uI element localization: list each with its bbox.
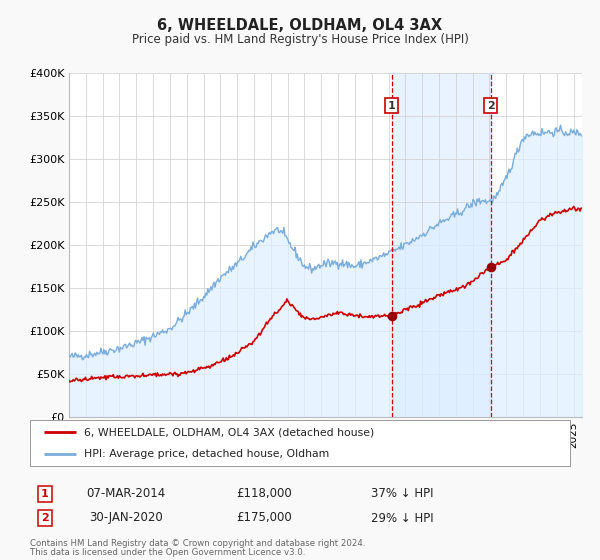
Text: HPI: Average price, detached house, Oldham: HPI: Average price, detached house, Oldh… xyxy=(84,450,329,459)
Text: 2: 2 xyxy=(41,513,49,523)
Text: 29% ↓ HPI: 29% ↓ HPI xyxy=(371,511,433,525)
Text: Price paid vs. HM Land Registry's House Price Index (HPI): Price paid vs. HM Land Registry's House … xyxy=(131,32,469,46)
Text: 2: 2 xyxy=(487,100,495,110)
Text: 6, WHEELDALE, OLDHAM, OL4 3AX: 6, WHEELDALE, OLDHAM, OL4 3AX xyxy=(157,18,443,32)
Text: 1: 1 xyxy=(388,100,395,110)
Text: 07-MAR-2014: 07-MAR-2014 xyxy=(86,487,166,501)
Point xyxy=(387,311,397,320)
Text: 37% ↓ HPI: 37% ↓ HPI xyxy=(371,487,433,501)
Text: 30-JAN-2020: 30-JAN-2020 xyxy=(89,511,163,525)
Text: £175,000: £175,000 xyxy=(236,511,292,525)
Text: 1: 1 xyxy=(41,489,49,499)
Text: 6, WHEELDALE, OLDHAM, OL4 3AX (detached house): 6, WHEELDALE, OLDHAM, OL4 3AX (detached … xyxy=(84,427,374,437)
Text: £118,000: £118,000 xyxy=(236,487,292,501)
Bar xyxy=(392,73,491,417)
Text: Contains HM Land Registry data © Crown copyright and database right 2024.: Contains HM Land Registry data © Crown c… xyxy=(30,539,365,548)
Point xyxy=(486,262,496,271)
Text: This data is licensed under the Open Government Licence v3.0.: This data is licensed under the Open Gov… xyxy=(30,548,305,557)
